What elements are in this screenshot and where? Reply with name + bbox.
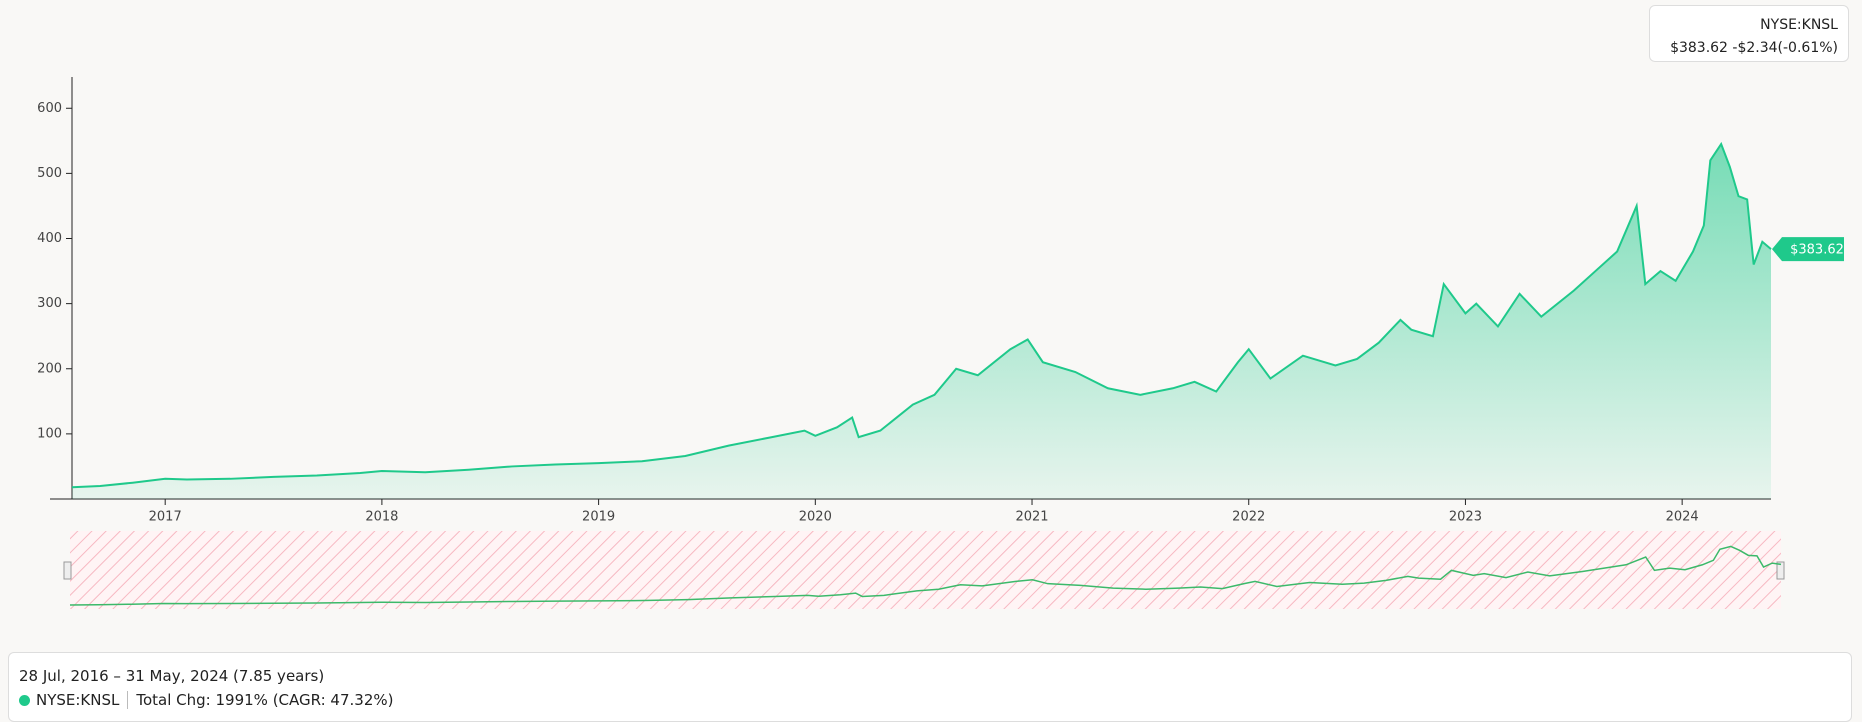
- quote-price: $383.62 -$2.34(-0.61%): [1670, 40, 1838, 56]
- y-tick-label: 500: [37, 166, 62, 181]
- quote-ticker: NYSE:KNSL: [1760, 17, 1838, 33]
- x-tick-label: 2018: [365, 510, 398, 525]
- navigator-line: [69, 545, 1782, 606]
- navigator-handle-left[interactable]: [63, 561, 72, 580]
- y-tick-label: 100: [37, 426, 62, 441]
- footer: 28 Jul, 2016 – 31 May, 2024 (7.85 years)…: [8, 652, 1852, 722]
- y-tick-label: 600: [37, 101, 62, 116]
- total-change: Total Chg: 1991% (CAGR: 47.32%): [136, 691, 394, 709]
- legend-ticker[interactable]: NYSE:KNSL: [36, 691, 120, 709]
- x-tick-label: 2022: [1232, 510, 1265, 525]
- x-tick-label: 2017: [149, 510, 182, 525]
- navigator-window[interactable]: [70, 531, 1781, 609]
- x-tick-label: 2019: [582, 510, 615, 525]
- x-tick-label: 2024: [1666, 510, 1699, 525]
- navigator-handle-right[interactable]: [1776, 561, 1785, 580]
- price-tag: [1772, 237, 1844, 262]
- date-range: 28 Jul, 2016 – 31 May, 2024 (7.85 years): [19, 667, 325, 685]
- area-fill: [72, 144, 1771, 500]
- price-tag-label: $383.62: [1790, 243, 1844, 258]
- chart: 100 200 300 400 500 600 2017 2018 2019 2020 2021 20…: [37, 77, 1844, 609]
- separator: [127, 691, 129, 709]
- y-tick-label: 400: [37, 231, 62, 246]
- legend-dot: [19, 694, 30, 706]
- x-tick-label: 2023: [1449, 510, 1482, 525]
- y-tick-label: 200: [37, 361, 62, 376]
- x-tick-label: 2021: [1015, 510, 1048, 525]
- y-tick-label: 300: [37, 296, 62, 311]
- x-tick-label: 2020: [799, 510, 832, 525]
- price-line: [71, 141, 1772, 489]
- quote-box: NYSE:KNSL $383.62 -$2.34(-0.61%): [1649, 5, 1849, 62]
